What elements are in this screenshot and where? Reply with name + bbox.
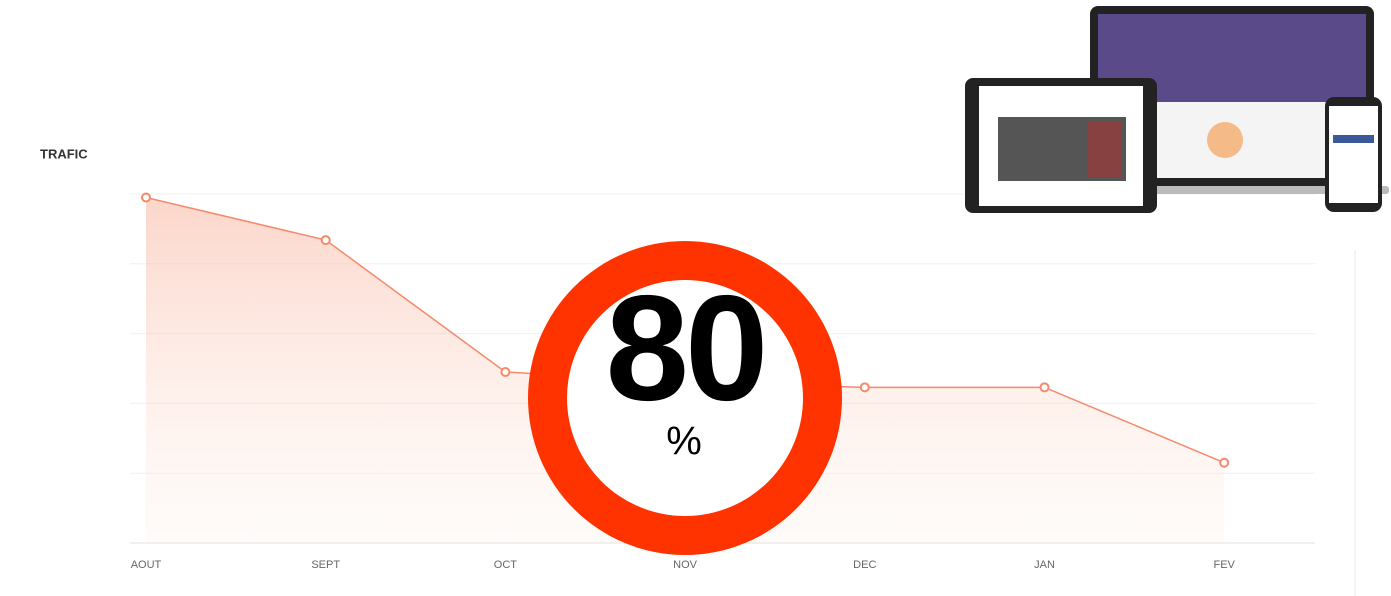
chart-title: TRAFIC [40,146,88,161]
x-tick-label: JAN [1034,559,1055,571]
point [141,192,151,203]
point [1039,382,1050,393]
point [320,235,331,246]
x-tick-label: NOV [673,559,698,571]
devices [965,6,1389,213]
x-tick-label: SEPT [311,559,340,571]
x-tick-label: DEC [853,559,876,571]
point [859,382,870,393]
badge-value: 80 [606,264,765,432]
point [500,366,511,377]
phone-bar [1333,135,1374,143]
x-tick-label: FEV [1213,559,1235,571]
phone-screen [1329,106,1378,203]
point [1219,457,1230,468]
area [146,197,1225,544]
badge: 80 % [528,241,842,555]
x-tick-label: AOUT [131,559,162,571]
x-tick-label: OCT [494,559,518,571]
tablet-image-accent [1088,122,1122,178]
badge-unit: % [666,420,702,464]
laptop-graphic [1207,122,1243,158]
badge-inner [567,280,803,516]
